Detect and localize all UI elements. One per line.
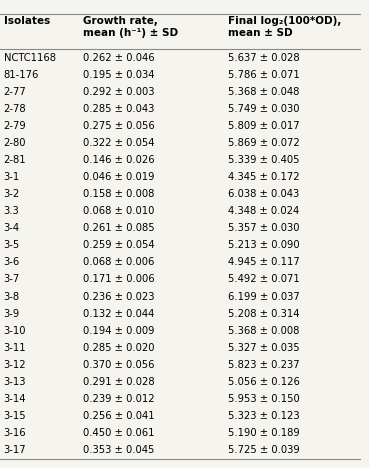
Text: 4.945 ± 0.117: 4.945 ± 0.117 xyxy=(228,257,300,267)
Text: 5.056 ± 0.126: 5.056 ± 0.126 xyxy=(228,377,300,387)
Text: 3-13: 3-13 xyxy=(4,377,26,387)
Text: 5.786 ± 0.071: 5.786 ± 0.071 xyxy=(228,70,300,80)
Text: 0.236 ± 0.023: 0.236 ± 0.023 xyxy=(83,292,155,301)
Text: 3-9: 3-9 xyxy=(4,308,20,319)
Text: 3-15: 3-15 xyxy=(4,411,26,421)
Text: 3-16: 3-16 xyxy=(4,428,26,438)
Text: 0.239 ± 0.012: 0.239 ± 0.012 xyxy=(83,394,155,404)
Text: 0.285 ± 0.043: 0.285 ± 0.043 xyxy=(83,104,155,114)
Text: 3-14: 3-14 xyxy=(4,394,26,404)
Text: 4.348 ± 0.024: 4.348 ± 0.024 xyxy=(228,206,299,216)
Text: 0.322 ± 0.054: 0.322 ± 0.054 xyxy=(83,138,155,148)
Text: 5.869 ± 0.072: 5.869 ± 0.072 xyxy=(228,138,300,148)
Text: 3-10: 3-10 xyxy=(4,326,26,336)
Text: 5.357 ± 0.030: 5.357 ± 0.030 xyxy=(228,223,299,233)
Text: 2-77: 2-77 xyxy=(4,87,26,97)
Text: 0.370 ± 0.056: 0.370 ± 0.056 xyxy=(83,360,155,370)
Text: 0.171 ± 0.006: 0.171 ± 0.006 xyxy=(83,275,155,285)
Text: 0.068 ± 0.006: 0.068 ± 0.006 xyxy=(83,257,155,267)
Text: 0.046 ± 0.019: 0.046 ± 0.019 xyxy=(83,172,155,182)
Text: 3-1: 3-1 xyxy=(4,172,20,182)
Text: Growth rate,
mean (h⁻¹) ± SD: Growth rate, mean (h⁻¹) ± SD xyxy=(83,16,178,38)
Text: 0.291 ± 0.028: 0.291 ± 0.028 xyxy=(83,377,155,387)
Text: 3-8: 3-8 xyxy=(4,292,20,301)
Text: 3-7: 3-7 xyxy=(4,275,20,285)
Text: Isolates: Isolates xyxy=(4,16,50,26)
Text: 4.345 ± 0.172: 4.345 ± 0.172 xyxy=(228,172,299,182)
Text: 5.327 ± 0.035: 5.327 ± 0.035 xyxy=(228,343,299,353)
Text: 5.637 ± 0.028: 5.637 ± 0.028 xyxy=(228,53,299,63)
Text: 0.353 ± 0.045: 0.353 ± 0.045 xyxy=(83,445,155,455)
Text: 0.132 ± 0.044: 0.132 ± 0.044 xyxy=(83,308,155,319)
Text: 3-12: 3-12 xyxy=(4,360,26,370)
Text: 3-5: 3-5 xyxy=(4,241,20,250)
Text: 5.213 ± 0.090: 5.213 ± 0.090 xyxy=(228,241,299,250)
Text: 3-11: 3-11 xyxy=(4,343,26,353)
Text: 2-80: 2-80 xyxy=(4,138,26,148)
Text: 3-2: 3-2 xyxy=(4,189,20,199)
Text: 6.199 ± 0.037: 6.199 ± 0.037 xyxy=(228,292,300,301)
Text: 5.368 ± 0.048: 5.368 ± 0.048 xyxy=(228,87,299,97)
Text: 6.038 ± 0.043: 6.038 ± 0.043 xyxy=(228,189,299,199)
Text: 5.492 ± 0.071: 5.492 ± 0.071 xyxy=(228,275,300,285)
Text: 5.823 ± 0.237: 5.823 ± 0.237 xyxy=(228,360,299,370)
Text: 0.285 ± 0.020: 0.285 ± 0.020 xyxy=(83,343,155,353)
Text: 3.3: 3.3 xyxy=(4,206,19,216)
Text: 5.323 ± 0.123: 5.323 ± 0.123 xyxy=(228,411,299,421)
Text: 5.208 ± 0.314: 5.208 ± 0.314 xyxy=(228,308,299,319)
Text: 2-78: 2-78 xyxy=(4,104,26,114)
Text: 0.450 ± 0.061: 0.450 ± 0.061 xyxy=(83,428,155,438)
Text: 0.194 ± 0.009: 0.194 ± 0.009 xyxy=(83,326,155,336)
Text: 3-17: 3-17 xyxy=(4,445,26,455)
Text: 0.158 ± 0.008: 0.158 ± 0.008 xyxy=(83,189,155,199)
Text: 0.195 ± 0.034: 0.195 ± 0.034 xyxy=(83,70,155,80)
Text: 2-79: 2-79 xyxy=(4,121,26,131)
Text: 0.262 ± 0.046: 0.262 ± 0.046 xyxy=(83,53,155,63)
Text: 5.749 ± 0.030: 5.749 ± 0.030 xyxy=(228,104,299,114)
Text: Final log₂(100*OD),
mean ± SD: Final log₂(100*OD), mean ± SD xyxy=(228,16,341,38)
Text: 0.261 ± 0.085: 0.261 ± 0.085 xyxy=(83,223,155,233)
Text: 0.256 ± 0.041: 0.256 ± 0.041 xyxy=(83,411,155,421)
Text: 5.368 ± 0.008: 5.368 ± 0.008 xyxy=(228,326,299,336)
Text: 3-6: 3-6 xyxy=(4,257,20,267)
Text: 0.292 ± 0.003: 0.292 ± 0.003 xyxy=(83,87,155,97)
Text: 0.275 ± 0.056: 0.275 ± 0.056 xyxy=(83,121,155,131)
Text: 0.146 ± 0.026: 0.146 ± 0.026 xyxy=(83,155,155,165)
Text: NCTC1168: NCTC1168 xyxy=(4,53,56,63)
Text: 5.809 ± 0.017: 5.809 ± 0.017 xyxy=(228,121,299,131)
Text: 0.068 ± 0.010: 0.068 ± 0.010 xyxy=(83,206,155,216)
Text: 2-81: 2-81 xyxy=(4,155,26,165)
Text: 81-176: 81-176 xyxy=(4,70,39,80)
Text: 5.190 ± 0.189: 5.190 ± 0.189 xyxy=(228,428,300,438)
Text: 5.953 ± 0.150: 5.953 ± 0.150 xyxy=(228,394,300,404)
Text: 3-4: 3-4 xyxy=(4,223,20,233)
Text: 5.339 ± 0.405: 5.339 ± 0.405 xyxy=(228,155,299,165)
Text: 0.259 ± 0.054: 0.259 ± 0.054 xyxy=(83,241,155,250)
Text: 5.725 ± 0.039: 5.725 ± 0.039 xyxy=(228,445,300,455)
